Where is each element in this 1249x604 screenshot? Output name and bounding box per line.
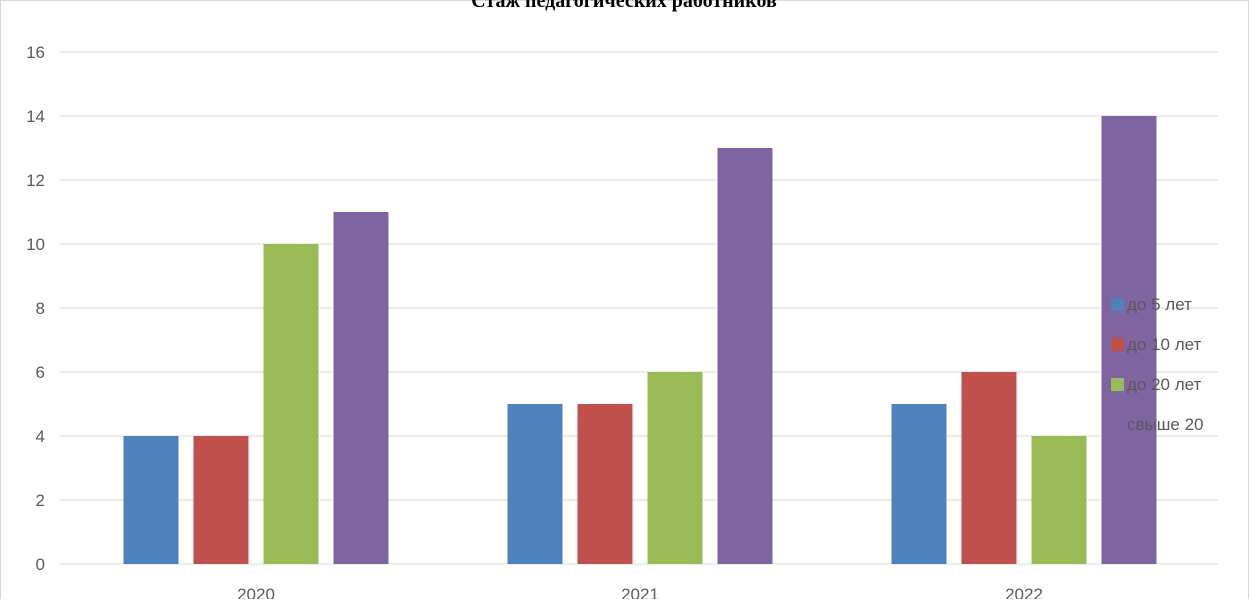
y-tick-label: 8: [36, 299, 45, 318]
bar-2020-3: [263, 244, 319, 564]
bar-2021-4: [717, 148, 773, 564]
legend-label: до 20 лет: [1127, 375, 1202, 394]
y-axis-ticks: 0 2 4 6 8 10 12 14 16: [26, 43, 45, 574]
bar-2022-2: [961, 372, 1017, 564]
legend-marker-2: [1111, 338, 1124, 351]
x-tick-label: 2022: [1005, 585, 1043, 599]
legend-marker-3: [1111, 378, 1124, 391]
legend-marker-1: [1111, 298, 1124, 311]
bar-2021-2: [577, 404, 633, 564]
gridlines: [60, 51, 1218, 565]
legend-label: свыше 20: [1127, 415, 1203, 434]
bars: [123, 116, 1157, 564]
x-tick-label: 2020: [237, 585, 275, 599]
bar-2022-3: [1031, 436, 1087, 564]
y-tick-label: 16: [26, 43, 45, 62]
x-tick-label: 2021: [621, 585, 659, 599]
y-tick-label: 14: [26, 107, 45, 126]
bar-2021-3: [647, 372, 703, 564]
bar-2020-4: [333, 212, 389, 564]
y-tick-label: 2: [36, 491, 45, 510]
bar-2022-1: [891, 404, 947, 564]
bar-2020-2: [193, 436, 249, 564]
y-tick-label: 6: [36, 363, 45, 382]
chart-title: Стаж педагогических работников: [471, 0, 777, 12]
bar-2022-4: [1101, 116, 1157, 564]
bar-2021-1: [507, 404, 563, 564]
y-tick-label: 4: [36, 427, 45, 446]
legend: до 5 лет до 10 лет до 20 лет свыше 20: [1111, 295, 1203, 434]
y-tick-label: 12: [26, 171, 45, 190]
bar-2020-1: [123, 436, 179, 564]
y-tick-label: 10: [26, 235, 45, 254]
legend-label: до 10 лет: [1127, 335, 1202, 354]
y-tick-label: 0: [36, 555, 45, 574]
legend-label: до 5 лет: [1127, 295, 1192, 314]
